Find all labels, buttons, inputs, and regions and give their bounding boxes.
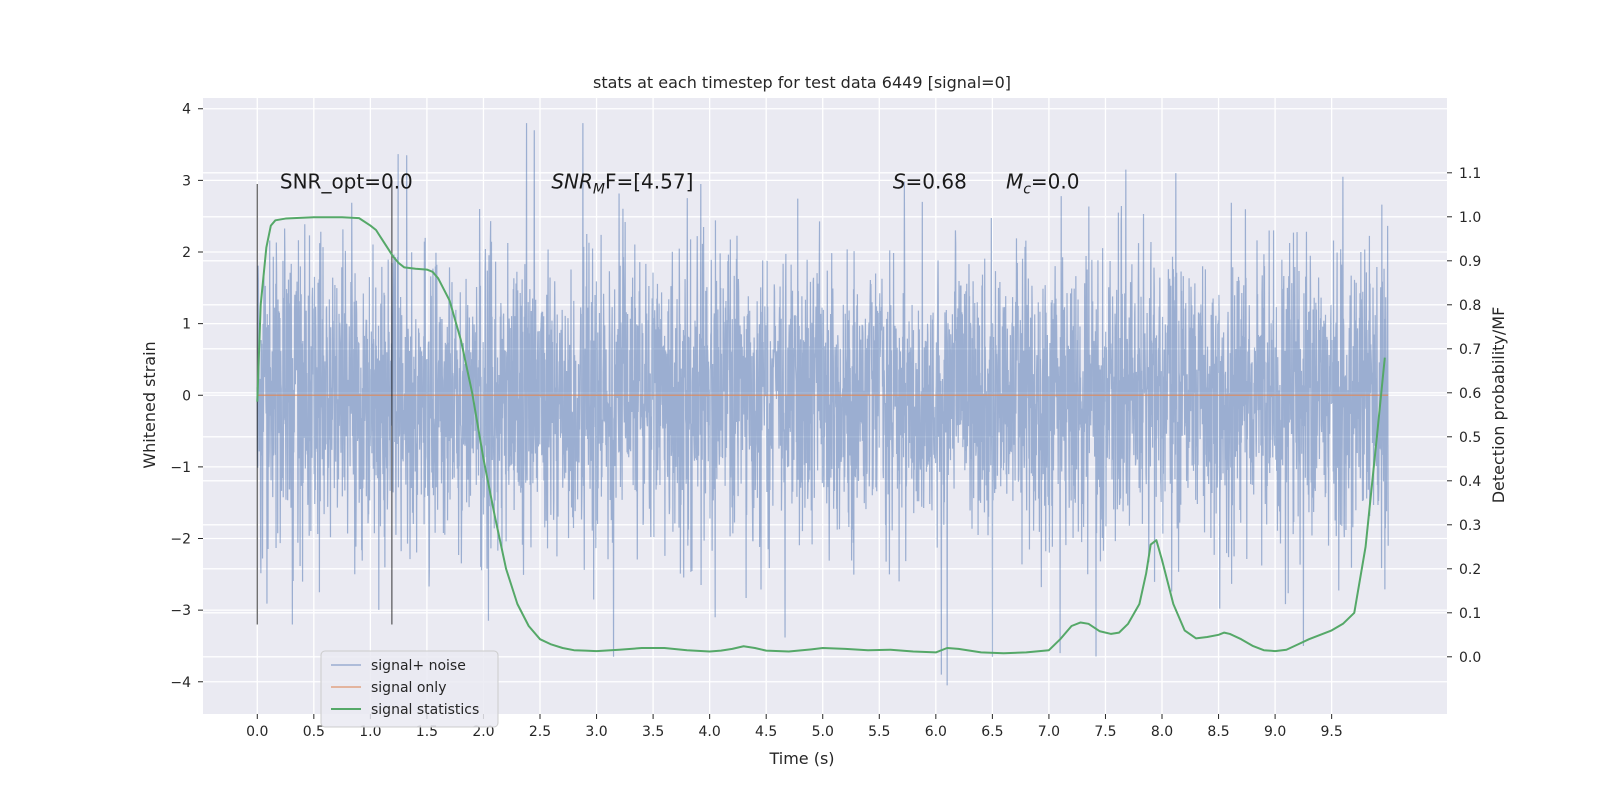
x-tick-label: 0.0: [246, 724, 268, 740]
y2-tick-label: 0.8: [1459, 298, 1481, 314]
x-tick-label: 6.5: [981, 724, 1003, 740]
series-signal-statistics: [256, 216, 1386, 655]
y-tick-label: −2: [170, 532, 191, 548]
annotation: S=0.68: [893, 169, 967, 193]
x-tick-label: 8.0: [1151, 724, 1173, 740]
y2-tick-label: 0.3: [1459, 518, 1481, 534]
x-tick-label: 2.5: [529, 724, 551, 740]
data-layer: [256, 123, 1389, 686]
y2-tick-label: 0.0: [1459, 650, 1481, 666]
y2-tick-label: 0.5: [1459, 430, 1481, 446]
y2-tick-label: 1.1: [1459, 166, 1481, 182]
axes: 0.0 0.5 1.0 1.5 2.0 2.5 3.0 3.5 4.0 4.5 5.0 5.5 6.0 6…: [170, 102, 1481, 740]
annotation: SNRMF=[4.57]: [551, 169, 693, 197]
x-tick-label: 7.0: [1038, 724, 1060, 740]
x-tick-label: 5.0: [812, 724, 834, 740]
y2-tick-label: 0.1: [1459, 606, 1481, 622]
x-tick-label: 7.5: [1094, 724, 1116, 740]
x-tick-label: 1.0: [359, 724, 381, 740]
x-tick-label: 3.5: [642, 724, 664, 740]
x-tick-label: 4.5: [755, 724, 777, 740]
series-signal-noise: [256, 123, 1389, 686]
y-tick-label: −3: [170, 603, 191, 619]
legend-label: signal only: [371, 680, 446, 696]
x-tick-label: 4.0: [699, 724, 721, 740]
x-tick-label: 3.0: [585, 724, 607, 740]
x-tick-label: 2.0: [472, 724, 494, 740]
legend-label: signal statistics: [371, 702, 479, 718]
x-axis-label: Time (s): [768, 749, 834, 768]
y2-tick-label: 1.0: [1459, 210, 1481, 226]
x-tick-label: 9.5: [1321, 724, 1343, 740]
x-tick-label: 8.5: [1207, 724, 1229, 740]
y2-tick-label: 0.4: [1459, 474, 1481, 490]
annotations: SNR_opt=0.0 SNRMF=[4.57] S=0.68 Mc=0.0: [280, 169, 1080, 197]
y-tick-label: 0: [182, 388, 191, 404]
y2-tick-label: 0.2: [1459, 562, 1481, 578]
x-tick-label: 5.5: [868, 724, 890, 740]
y-tick-label: 1: [182, 317, 191, 333]
y2-tick-label: 0.9: [1459, 254, 1481, 270]
y2-tick-label: 0.6: [1459, 386, 1481, 402]
legend: signal+ noise signal only signal statistic…: [320, 650, 499, 728]
y2-tick-label: 0.7: [1459, 342, 1481, 358]
annotation: Mc=0.0: [1006, 169, 1080, 197]
x-tick-label: 1.5: [416, 724, 438, 740]
x-tick-label: 6.0: [925, 724, 947, 740]
x-tick-label: 9.0: [1264, 724, 1286, 740]
y-tick-label: 3: [182, 173, 191, 189]
chart-title: stats at each timestep for test data 644…: [593, 73, 1011, 92]
x-tick-label: 0.5: [303, 724, 325, 740]
y-axis-label: Whitened strain: [140, 341, 159, 468]
y-tick-label: 4: [182, 102, 191, 118]
y-tick-label: 2: [182, 245, 191, 261]
y2-axis-label: Detection probability/MF: [1489, 307, 1508, 504]
legend-box: [320, 650, 499, 728]
legend-label: signal+ noise: [371, 658, 466, 674]
annotation: SNR_opt=0.0: [280, 169, 413, 193]
y-tick-label: −4: [170, 675, 191, 691]
y-tick-label: −1: [170, 460, 191, 476]
